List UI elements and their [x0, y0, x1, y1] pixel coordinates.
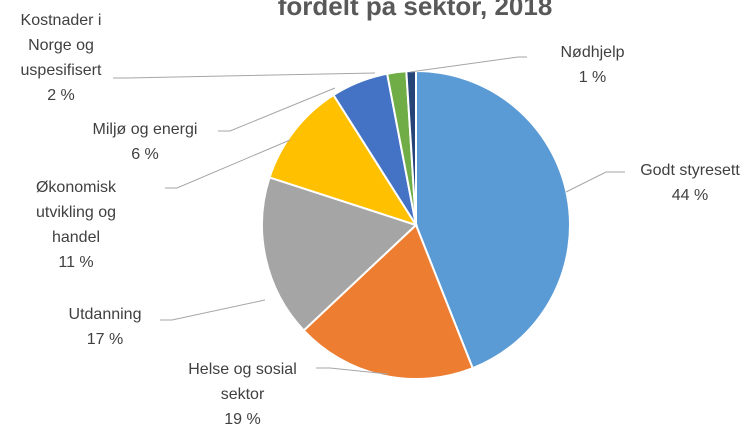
- category-label: Kostnader i Norge og uspesifisert: [20, 12, 102, 79]
- pie-slice: [302, 223, 474, 380]
- pie-slice: [261, 176, 418, 332]
- leader-line: [160, 299, 266, 321]
- category-label: Økonomisk utvikling og handel: [35, 179, 117, 246]
- slice-label: Nødhjelp 1 %: [530, 40, 655, 90]
- value-label: 19 %: [224, 411, 261, 428]
- value-label: 11 %: [58, 254, 94, 271]
- category-label: Helse og sosial sektor: [188, 361, 297, 403]
- pie-slice: [415, 69, 571, 370]
- value-label: 17 %: [86, 331, 124, 348]
- leader-line: [218, 87, 336, 132]
- leader-line: [316, 367, 389, 375]
- leader-line: [409, 56, 527, 73]
- category-label: Utdanning: [68, 306, 142, 323]
- value-label: 2 %: [47, 87, 75, 104]
- slice-label: Helse og sosial sektor 19 %: [170, 357, 315, 428]
- leader-line: [165, 139, 291, 189]
- value-label: 1 %: [578, 69, 607, 86]
- slice-label: Økonomisk utvikling og handel 11 %: [20, 175, 132, 275]
- slice-label: Godt styresett 44 %: [620, 158, 756, 208]
- leader-line: [565, 171, 625, 193]
- pie-slice: [268, 93, 419, 227]
- chart-title: fordelt på sektor, 2018: [278, 0, 553, 21]
- value-label: 44 %: [671, 187, 709, 204]
- leader-line: [113, 72, 376, 79]
- slice-label: Kostnader i Norge og uspesifisert 2 %: [5, 8, 117, 108]
- category-label: Godt styresett: [640, 162, 740, 179]
- slice-label: Miljø og energi 6 %: [75, 117, 215, 167]
- value-label: 6 %: [131, 146, 159, 163]
- slice-label: Utdanning 17 %: [45, 302, 165, 352]
- category-label: Nødhjelp: [560, 44, 625, 61]
- category-label: Miljø og energi: [92, 121, 198, 138]
